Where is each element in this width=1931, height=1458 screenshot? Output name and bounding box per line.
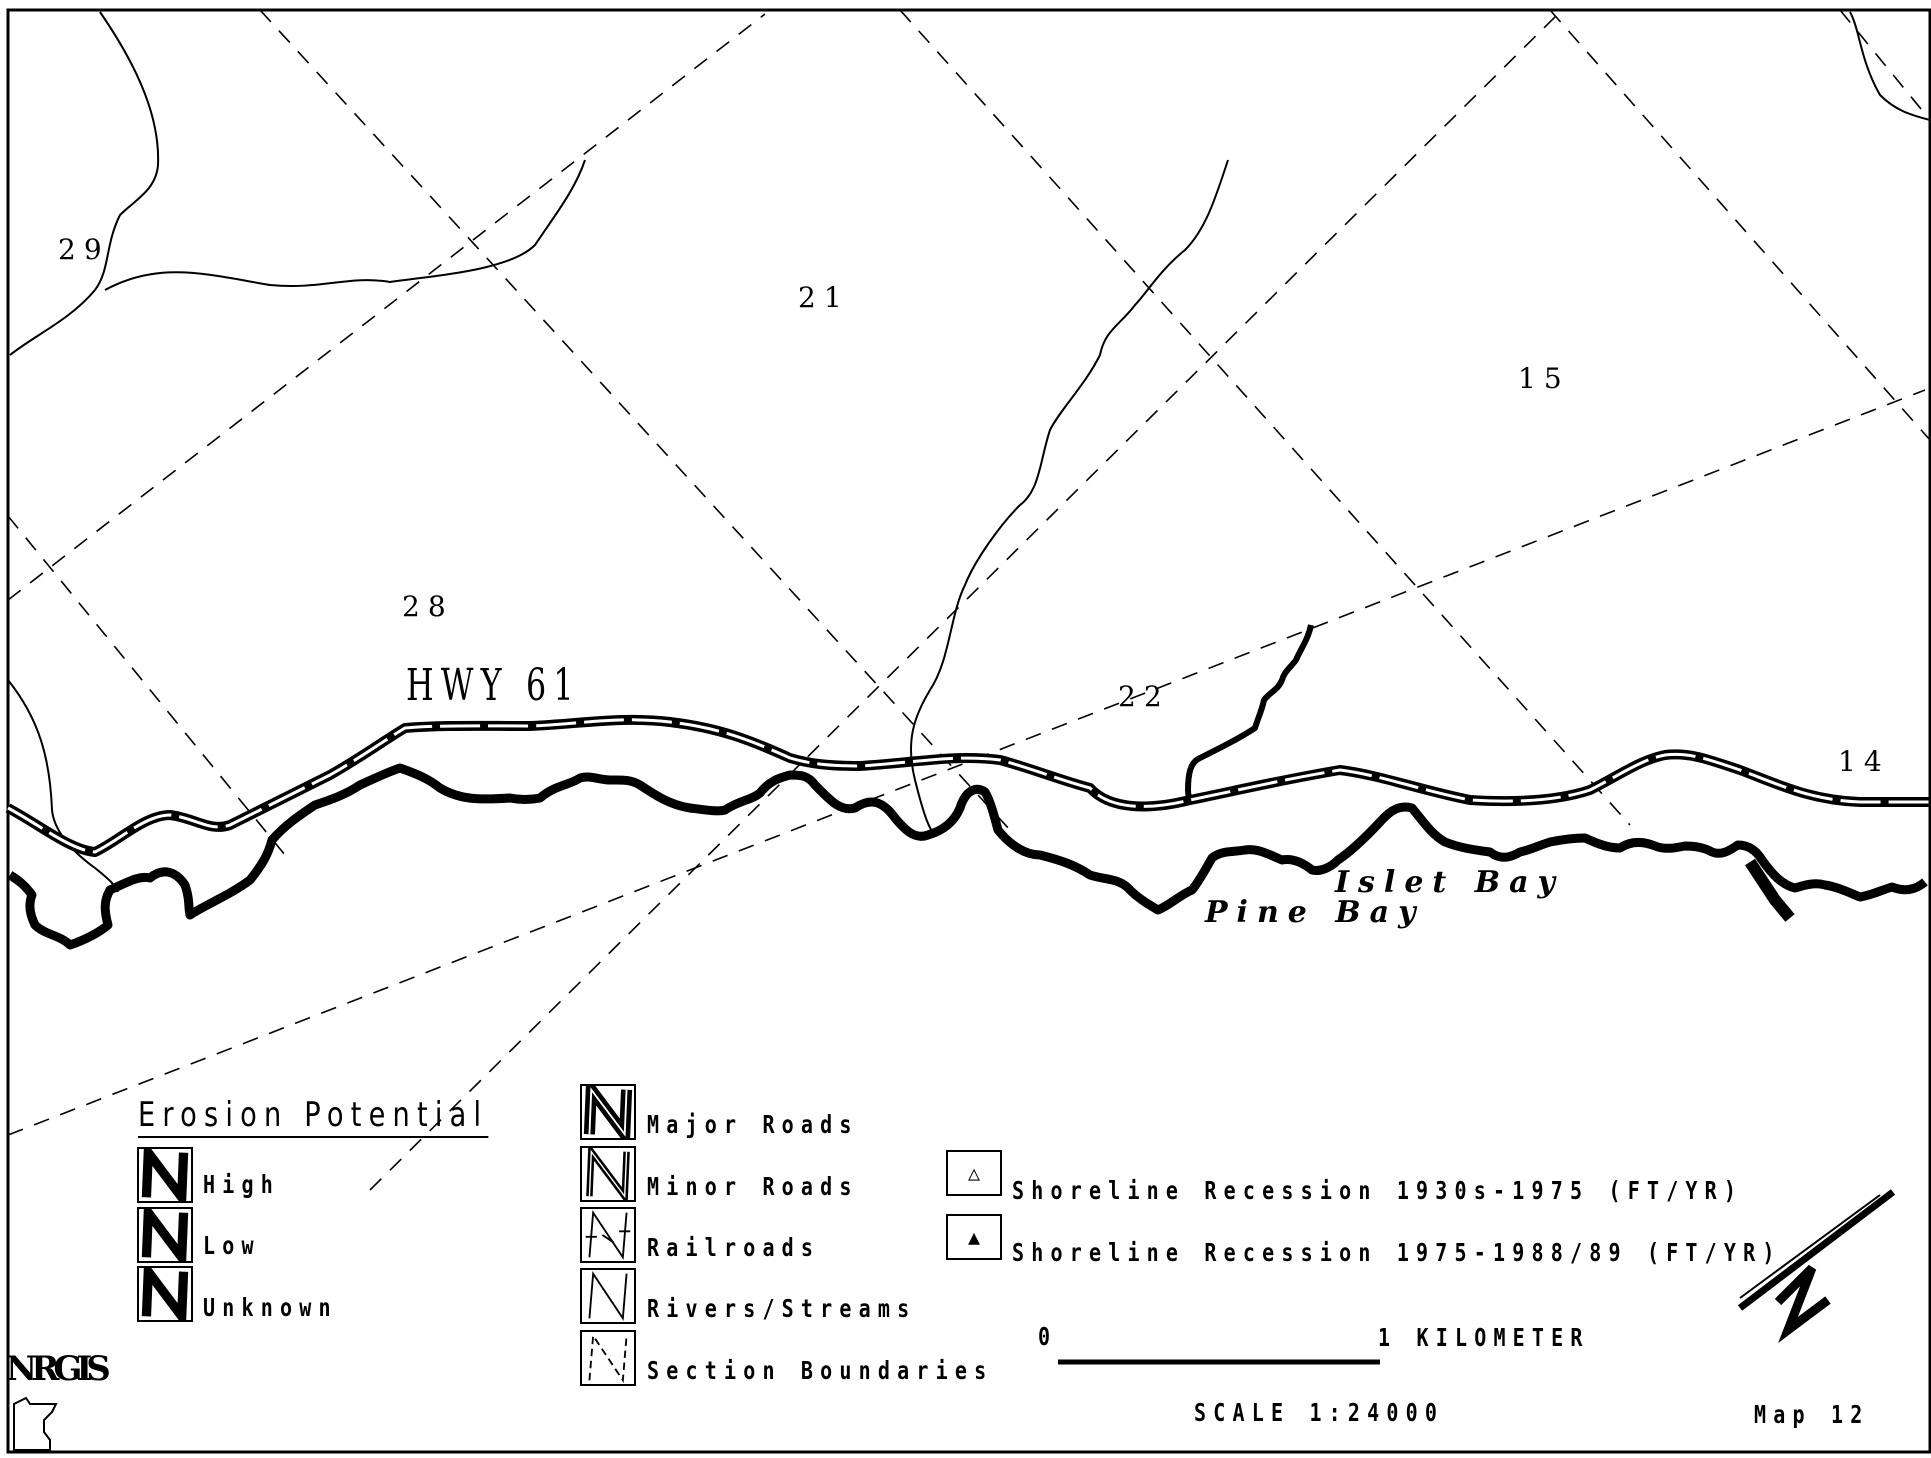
legend-swatch-rivers-streams [580,1268,636,1324]
shoreline [7,763,1928,950]
legend-swatch-unknown [137,1266,193,1322]
shoreline-inlet [1744,858,1795,922]
hollow-triangle-icon: △ [946,1150,1002,1196]
legend-label-high: High [203,1170,280,1199]
legend-swatch-major-roads [580,1084,636,1140]
legend-label-recession-1930s-1975: Shoreline Recession 1930s-1975 (FT/YR) [1012,1176,1744,1205]
bay-label-islet: Islet Bay [1335,865,1564,900]
rivers-streams [7,11,1931,893]
section-number-29: 29 [58,233,110,266]
legend-swatch-minor-roads [580,1146,636,1202]
scale-start-label: 0 [1038,1322,1058,1351]
map-frame [6,8,1931,1454]
legend-swatch-low [137,1207,193,1263]
legend-swatch-section-boundaries [580,1330,636,1386]
filled-triangle-icon: ▲ [946,1214,1002,1260]
legend-swatch-high [137,1147,193,1203]
legend-label-low: Low [203,1231,261,1260]
section-number-21: 21 [798,281,850,314]
legend-label-unknown: Unknown [203,1293,338,1322]
section-number-28: 28 [402,590,454,623]
section-number-22: 22 [1118,680,1170,713]
minor-road [1185,624,1314,805]
nrgis-logo: NRGIS [6,1349,111,1389]
north-arrow-icon [1737,1189,1896,1344]
legend-label-major-roads: Major Roads [647,1110,859,1139]
bay-label-pine: Pine Bay [1205,895,1425,930]
scale-end-label: 1 KILOMETER [1378,1323,1590,1352]
legend-label-recession-1975-1988-89: Shoreline Recession 1975-1988/89 (FT/YR) [1012,1238,1782,1267]
major-road-hwy-61 [5,714,1930,857]
minnesota-outline-icon [13,1396,58,1451]
scale-text: SCALE 1:24000 [1194,1398,1445,1427]
legend-label-minor-roads: Minor Roads [647,1172,859,1201]
legend-title: Erosion Potential [138,1098,489,1138]
section-number-14: 14 [1838,745,1890,778]
highway-label: HWY 61 [406,660,581,711]
section-boundaries [7,9,1931,1191]
legend-label-section-boundaries: Section Boundaries [647,1356,994,1385]
legend-swatch-railroads [580,1207,636,1263]
legend-label-railroads: Railroads [647,1233,821,1262]
map-number: Map 12 [1754,1400,1870,1429]
legend-label-rivers-streams: Rivers/Streams [647,1294,917,1323]
section-number-15: 15 [1518,362,1570,395]
